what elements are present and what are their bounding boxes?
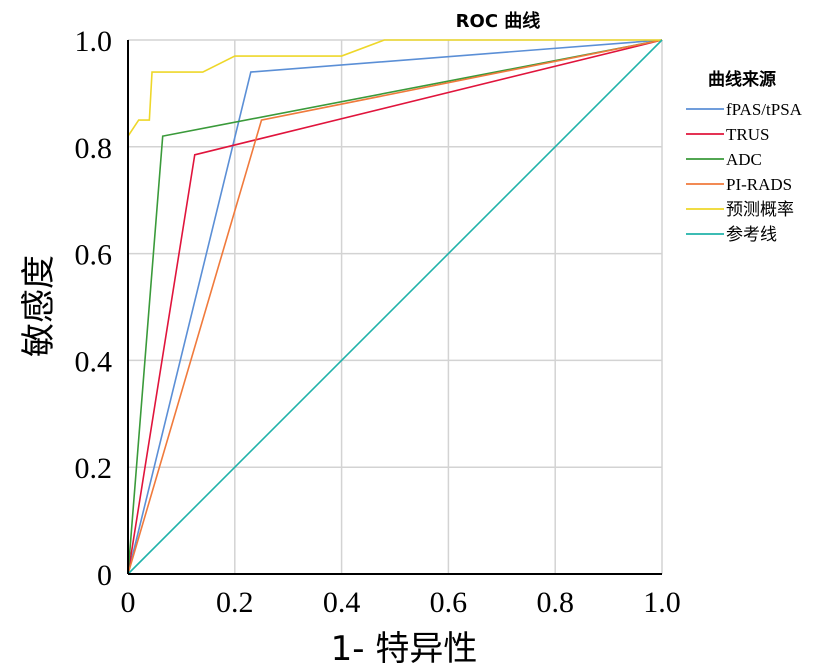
- series-line-adc: [127, 39, 663, 575]
- x-tick-labels: 0 0.2 0.4 0.6 0.8 1.0: [121, 586, 681, 619]
- y-tick-labels: 0 0.2 0.4 0.6 0.8 1.0: [75, 25, 113, 592]
- legend-label: PI-RADS: [726, 175, 792, 194]
- y-tick-label: 0.4: [75, 345, 113, 378]
- grid-lines: [127, 39, 663, 575]
- x-tick-label: 0.4: [323, 586, 361, 619]
- legend-label: TRUS: [726, 125, 769, 144]
- series-line-trus: [127, 39, 663, 575]
- x-tick-label: 0.8: [536, 586, 574, 619]
- legend-title: 曲线来源: [708, 69, 776, 90]
- axes: [127, 40, 662, 575]
- x-tick-label: 0.2: [216, 586, 254, 619]
- y-tick-label: 0: [97, 559, 112, 592]
- legend-label: 参考线: [726, 225, 777, 245]
- series-layer: [127, 39, 663, 575]
- series-line-pi-rads: [127, 39, 663, 575]
- y-tick-label: 1.0: [75, 25, 113, 58]
- x-tick-label: 0.6: [430, 586, 468, 619]
- x-axis-title: 1- 特异性: [331, 629, 478, 669]
- legend-label: 预测概率: [726, 200, 794, 220]
- legend-label: ADC: [726, 150, 762, 169]
- series-line-fpas-tpsa: [127, 39, 663, 575]
- y-tick-label: 0.8: [75, 132, 113, 165]
- series-line-预测概率: [127, 39, 662, 574]
- legend-label: fPAS/tPSA: [726, 100, 803, 119]
- chart-title: ROC 曲线: [456, 10, 541, 32]
- y-axis-title: 敏感度: [19, 255, 59, 357]
- x-tick-label: 1.0: [643, 586, 681, 619]
- series-line-参考线: [127, 39, 663, 575]
- x-tick-label: 0: [121, 586, 136, 619]
- y-tick-label: 0.2: [75, 452, 113, 485]
- y-tick-label: 0.6: [75, 239, 113, 272]
